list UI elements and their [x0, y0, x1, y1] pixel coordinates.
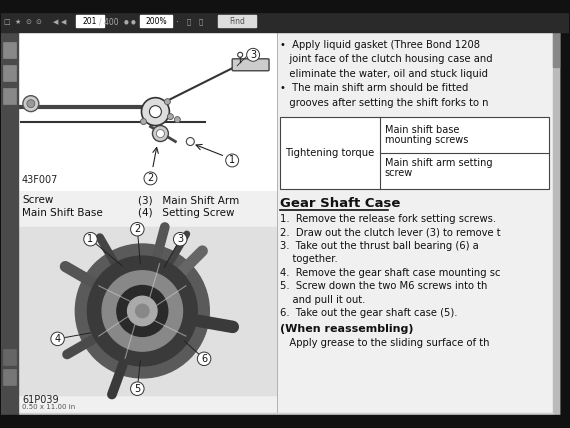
Text: ●: ●	[131, 19, 136, 24]
Text: screw: screw	[385, 168, 413, 178]
Bar	[1, 12, 569, 32]
Text: Main shift base: Main shift base	[385, 125, 459, 135]
Bar	[3, 369, 16, 385]
Text: (When reassembling): (When reassembling)	[280, 324, 413, 334]
Circle shape	[128, 296, 157, 326]
Bar	[18, 32, 559, 415]
Text: 2.  Draw out the clutch lever (3) to remove t: 2. Draw out the clutch lever (3) to remo…	[280, 227, 500, 237]
Text: 61P039: 61P039	[22, 395, 59, 405]
Bar	[19, 33, 276, 190]
Text: ◀: ◀	[61, 19, 67, 25]
Text: 4.  Remove the gear shaft case mounting sc: 4. Remove the gear shaft case mounting s…	[280, 268, 500, 278]
Bar	[140, 15, 172, 27]
Text: and pull it out.: and pull it out.	[280, 294, 365, 304]
Text: ●: ●	[124, 19, 129, 24]
Bar	[1, 32, 18, 415]
Text: 200%: 200%	[145, 18, 167, 27]
Text: 2: 2	[134, 224, 140, 234]
Text: ◀: ◀	[53, 19, 59, 25]
Text: 0.50 x 11.00 in: 0.50 x 11.00 in	[31, 418, 88, 427]
Circle shape	[75, 244, 209, 378]
Bar	[3, 65, 16, 81]
Circle shape	[102, 271, 182, 351]
Text: 3: 3	[250, 50, 256, 60]
Bar	[19, 227, 276, 395]
Text: 5: 5	[134, 384, 140, 394]
Circle shape	[149, 106, 161, 118]
Circle shape	[87, 256, 197, 366]
Circle shape	[152, 125, 168, 142]
Text: 4: 4	[55, 334, 60, 344]
Circle shape	[156, 130, 164, 137]
Text: Find: Find	[229, 18, 245, 27]
Text: •  The main shift arm should be fitted: • The main shift arm should be fitted	[280, 83, 469, 93]
Text: (4)   Setting Screw: (4) Setting Screw	[139, 208, 235, 218]
Text: ⬛: ⬛	[186, 19, 190, 25]
Bar	[553, 32, 559, 415]
Text: ·: ·	[176, 17, 179, 27]
FancyBboxPatch shape	[232, 59, 269, 71]
Text: grooves after setting the shift forks to n: grooves after setting the shift forks to…	[280, 98, 488, 108]
Text: Main shift arm setting: Main shift arm setting	[385, 158, 492, 168]
Circle shape	[164, 99, 170, 105]
Circle shape	[136, 304, 149, 318]
Text: Tightening torque: Tightening torque	[285, 148, 374, 158]
Bar	[218, 15, 256, 27]
Text: / 400: / 400	[99, 18, 119, 27]
Text: 43F007: 43F007	[22, 175, 58, 185]
Bar	[76, 15, 104, 27]
Text: together.: together.	[280, 254, 338, 264]
Text: ★: ★	[15, 19, 21, 25]
Text: 0.50 x 11.00 in: 0.50 x 11.00 in	[22, 404, 75, 410]
Circle shape	[174, 116, 180, 122]
Text: Apply grease to the sliding surface of th: Apply grease to the sliding surface of t…	[280, 339, 490, 348]
Circle shape	[27, 100, 35, 107]
Text: 6: 6	[201, 354, 207, 364]
Text: 3: 3	[177, 234, 183, 244]
Text: mounting screws: mounting screws	[385, 135, 468, 145]
Text: Main Shift Base: Main Shift Base	[22, 208, 103, 218]
Text: eliminate the water, oil and stuck liquid: eliminate the water, oil and stuck liqui…	[280, 69, 488, 79]
Circle shape	[117, 285, 168, 336]
Bar	[3, 88, 16, 104]
Bar	[1, 415, 569, 427]
Text: 1.  Remove the release fork setting screws.: 1. Remove the release fork setting screw…	[280, 214, 496, 224]
Text: Screw: Screw	[22, 195, 53, 205]
Circle shape	[141, 98, 169, 125]
Text: joint face of the clutch housing case and: joint face of the clutch housing case an…	[280, 54, 492, 64]
Text: 5.  Screw down the two M6 screws into th: 5. Screw down the two M6 screws into th	[280, 281, 487, 291]
Text: 3.  Take out the thrust ball bearing (6) a: 3. Take out the thrust ball bearing (6) …	[280, 241, 479, 251]
Text: ⊙: ⊙	[35, 19, 41, 25]
Text: •  Apply liquid gasket (Three Bond 1208: • Apply liquid gasket (Three Bond 1208	[280, 40, 480, 50]
Bar	[18, 413, 553, 428]
Bar	[1, 0, 569, 12]
Bar	[280, 117, 549, 189]
Text: ⊙: ⊙	[25, 19, 31, 25]
Circle shape	[186, 137, 194, 146]
Circle shape	[168, 113, 173, 119]
Text: ⬛: ⬛	[198, 19, 202, 25]
Text: (3)   Main Shift Arm: (3) Main Shift Arm	[139, 195, 240, 205]
Text: 2: 2	[147, 173, 153, 184]
Circle shape	[140, 119, 146, 125]
Text: 1: 1	[229, 155, 235, 166]
Text: 201: 201	[83, 18, 97, 27]
Circle shape	[238, 52, 243, 57]
Text: 1: 1	[87, 234, 93, 244]
Bar	[3, 349, 16, 365]
Bar	[3, 42, 16, 58]
Bar	[553, 32, 559, 67]
Text: □: □	[3, 19, 10, 25]
Circle shape	[23, 96, 39, 112]
Text: 6.  Take out the gear shaft case (5).: 6. Take out the gear shaft case (5).	[280, 308, 458, 318]
Text: Gear Shaft Case: Gear Shaft Case	[280, 197, 400, 210]
